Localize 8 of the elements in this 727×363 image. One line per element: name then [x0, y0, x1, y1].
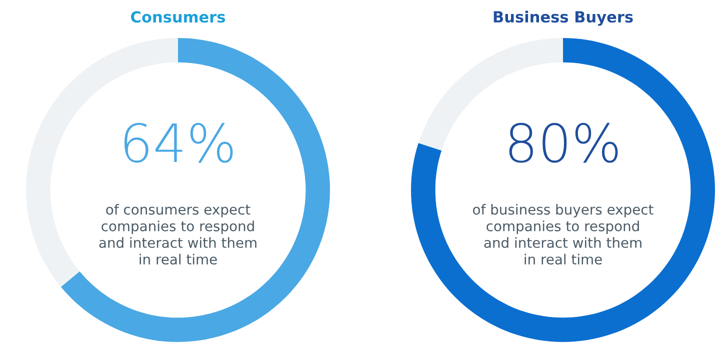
chart-title: Consumers	[131, 11, 226, 23]
chart-title: Business Buyers	[494, 10, 633, 26]
data-label: 80%	[509, 122, 618, 163]
data-label: 64%	[124, 122, 233, 163]
text: of consumers expect companies to respond and interact with them in real time	[99, 204, 256, 265]
donut-slice	[411, 38, 715, 342]
donut-slice	[60, 38, 330, 342]
text: of business buyers expect companies to respond and interact with them in real time	[473, 204, 654, 265]
